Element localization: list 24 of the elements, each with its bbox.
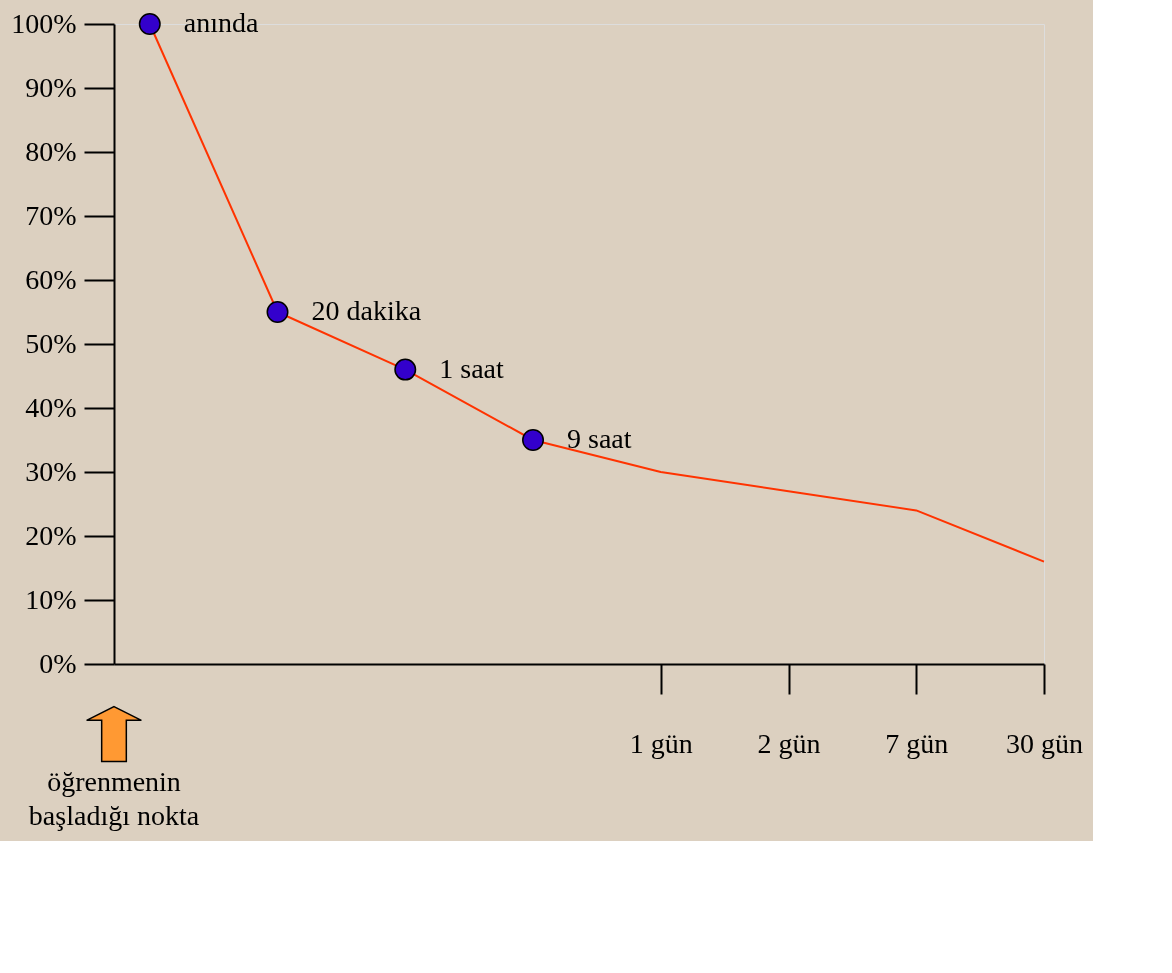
y-tick-label: 80%: [25, 135, 77, 167]
x-tick-label: 7 gün: [885, 727, 949, 759]
annotation: anında: [183, 7, 259, 38]
y-tick-label: 90%: [25, 71, 77, 103]
point: [266, 301, 289, 323]
y-tick-label: 20%: [25, 519, 77, 551]
y-tick-label: 70%: [25, 199, 77, 231]
x-tick-label: 30 gün: [1006, 727, 1083, 759]
text: öğrenmenin başladığı nokta: [28, 766, 200, 831]
y-tick-label: 60%: [25, 263, 77, 295]
point: [394, 358, 417, 381]
annotation: 1 saat: [439, 352, 505, 384]
y-tick-label: 30%: [25, 455, 77, 487]
point: [138, 13, 161, 35]
y-tick-label: 0%: [39, 647, 77, 679]
y-tick-label: 100%: [11, 7, 77, 39]
annotation: 20 dakika: [311, 295, 422, 326]
annotation: 9 saat: [567, 423, 632, 454]
point: [522, 429, 545, 451]
y-tick-label: 50%: [25, 327, 77, 359]
y-tick-label: 40%: [25, 391, 77, 423]
y-tick-label: 10%: [25, 583, 77, 615]
x-tick-label: 2 gün: [757, 727, 821, 759]
x-tick-label: 1 gün: [629, 727, 693, 759]
